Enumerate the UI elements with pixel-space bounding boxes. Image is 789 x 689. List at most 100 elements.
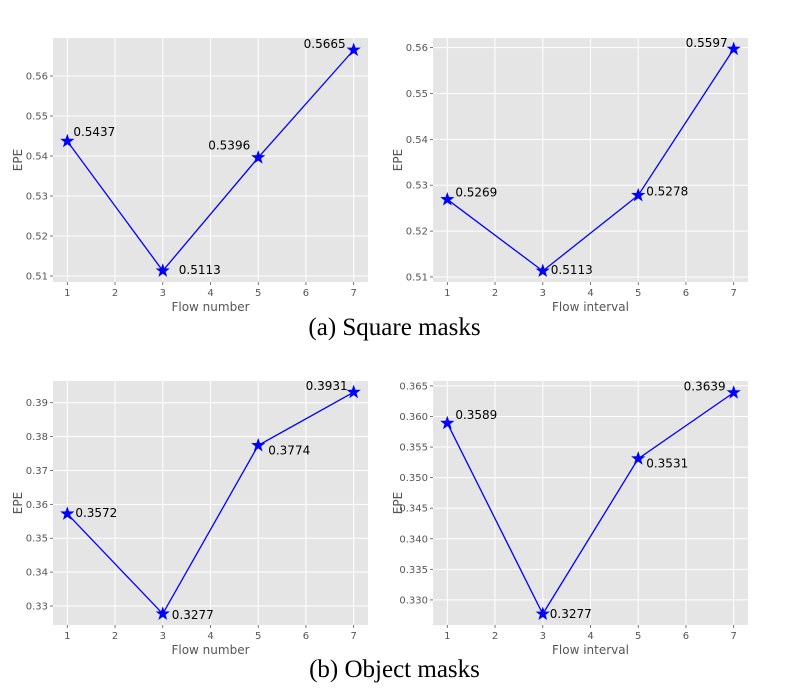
star-marker	[346, 384, 361, 399]
y-tick-label: 0.52	[406, 227, 428, 238]
y-tick-label: 0.51	[406, 272, 428, 283]
series-line	[446, 48, 735, 272]
star-marker	[251, 150, 266, 164]
y-tick-label: 0.340	[399, 534, 428, 545]
x-tick-label: 6	[683, 631, 689, 642]
x-tick-label: 5	[255, 288, 261, 299]
x-tick-label: 4	[207, 631, 213, 642]
y-axis-label: EPE	[391, 492, 405, 514]
data-label: 0.5597	[686, 36, 728, 50]
x-tick-label: 4	[207, 288, 213, 299]
chart-panel-square-flow-number: 1 2 3 4 5 6 7 0.51 0.52 0.53 0.54 0.55 0.56 Flow numb…	[0, 30, 380, 315]
data-label: 0.3572	[75, 506, 117, 520]
y-tick-label: 0.335	[399, 565, 428, 576]
y-tick-label: 0.365	[399, 381, 428, 392]
data-label: 0.5113	[551, 263, 593, 277]
x-axis-label: Flow number	[171, 643, 249, 657]
y-tick-label: 0.55	[26, 112, 48, 123]
chart-panel-object-flow-number: 1 2 3 4 5 6 7 0.33 0.34 0.35 0.36 0.37 0.38 0.39 Flow …	[0, 373, 380, 658]
data-label: 0.3277	[172, 608, 214, 622]
data-label: 0.3589	[455, 408, 497, 422]
x-tick-label: 1	[64, 631, 70, 642]
star-marker	[155, 606, 170, 620]
y-tick-label: 0.355	[399, 443, 428, 454]
y-tick-label: 0.54	[26, 152, 48, 163]
y-tick-label: 0.330	[399, 595, 428, 606]
x-axis-label: Flow interval	[552, 300, 629, 314]
star-marker	[535, 263, 550, 278]
x-tick-label: 2	[492, 288, 498, 299]
x-tick-label: 3	[540, 288, 546, 299]
star-marker	[60, 133, 75, 148]
data-label: 0.5278	[646, 184, 688, 198]
y-tick-label: 0.39	[26, 398, 48, 409]
star-marker	[631, 187, 646, 202]
x-tick-label: 2	[492, 631, 498, 642]
caption-square-masks: (a) Square masks	[308, 314, 481, 341]
chart-svg: 1 2 3 4 5 6 7 0.33 0.34 0.35 0.36 0.37 0.38 0.39 Flow …	[11, 379, 368, 657]
y-tick-label: 0.36	[26, 500, 48, 511]
data-label: 0.3774	[268, 443, 310, 457]
y-tick-label: 0.38	[26, 432, 48, 443]
data-label: 0.5113	[179, 263, 221, 277]
star-marker	[440, 415, 455, 430]
x-tick-label: 1	[64, 288, 70, 299]
data-label: 0.3639	[684, 380, 726, 394]
y-tick-label: 0.345	[399, 504, 428, 515]
y-tick-label: 0.35	[26, 534, 48, 545]
star-marker	[726, 385, 741, 399]
x-tick-label: 5	[255, 631, 261, 642]
chart-panel-square-flow-interval: 1 2 3 4 5 6 7 0.51 0.52 0.53 0.54 0.55 0.56 Flow inte…	[380, 30, 760, 315]
x-tick-label: 7	[350, 631, 356, 642]
x-tick-label: 6	[303, 631, 309, 642]
data-label: 0.3277	[550, 607, 592, 621]
star-marker	[535, 606, 550, 621]
y-tick-label: 0.37	[26, 466, 48, 477]
series-line	[66, 49, 355, 272]
data-label: 0.5269	[455, 185, 497, 199]
y-tick-label: 0.53	[26, 192, 48, 203]
x-tick-label: 7	[730, 631, 736, 642]
star-marker	[440, 191, 455, 206]
y-tick-label: 0.34	[26, 568, 48, 579]
x-tick-label: 7	[350, 288, 356, 299]
y-tick-label: 0.56	[406, 43, 428, 54]
y-tick-label: 0.360	[399, 412, 428, 423]
y-tick-label: 0.51	[26, 272, 48, 283]
star-marker	[155, 263, 170, 277]
series-line	[446, 392, 735, 616]
y-tick-label: 0.53	[406, 181, 428, 192]
star-marker	[631, 451, 646, 465]
x-tick-label: 6	[303, 288, 309, 299]
y-tick-label: 0.56	[26, 72, 48, 83]
x-tick-label: 1	[444, 631, 450, 642]
x-tick-label: 2	[112, 631, 118, 642]
chart-svg: 1 2 3 4 5 6 7 0.51 0.52 0.53 0.54 0.55 0.56 Flow numb…	[11, 37, 368, 314]
y-tick-label: 0.33	[26, 602, 48, 613]
x-tick-label: 4	[587, 288, 593, 299]
x-tick-label: 4	[587, 631, 593, 642]
x-tick-label: 5	[635, 631, 641, 642]
data-label: 0.3931	[306, 379, 348, 393]
star-marker	[251, 437, 266, 452]
y-tick-label: 0.350	[399, 473, 428, 484]
x-axis-label: Flow number	[171, 300, 249, 314]
chart-svg: 1 2 3 4 5 6 7 0.330 0.335 0.340 0.345 0.350 0.355 0.3…	[391, 380, 748, 657]
x-tick-label: 7	[730, 288, 736, 299]
y-tick-label: 0.55	[406, 89, 428, 100]
data-label: 0.5665	[304, 37, 346, 51]
series-line	[66, 391, 354, 615]
caption-object-masks: (b) Object masks	[309, 656, 480, 683]
star-marker	[60, 506, 75, 520]
x-tick-label: 1	[444, 288, 450, 299]
data-label: 0.3531	[646, 457, 688, 471]
chart-panel-object-flow-interval: 1 2 3 4 5 6 7 0.330 0.335 0.340 0.345 0.350 0.355 0.3…	[380, 373, 760, 658]
y-axis-label: EPE	[391, 149, 405, 171]
x-tick-label: 2	[112, 288, 118, 299]
x-tick-label: 3	[160, 631, 166, 642]
x-tick-label: 6	[683, 288, 689, 299]
x-tick-label: 3	[540, 631, 546, 642]
star-marker	[726, 41, 741, 56]
y-axis-label: EPE	[11, 492, 25, 514]
data-label: 0.5437	[73, 125, 115, 139]
